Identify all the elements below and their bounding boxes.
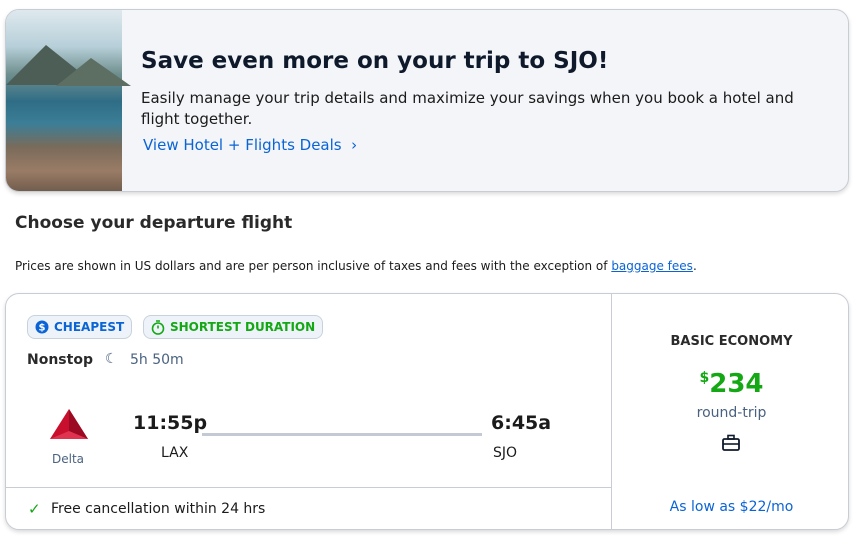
free-cancellation: Free cancellation within 24 hrs xyxy=(51,501,266,517)
departure-time: 11:55p xyxy=(133,412,208,434)
shortest-duration-label: SHORTEST DURATION xyxy=(170,320,316,334)
view-deals-label[interactable]: View Hotel + Flights Deals xyxy=(143,136,342,154)
promo-title: Save even more on your trip to SJO! xyxy=(141,48,609,74)
dollar-badge-icon: $ xyxy=(35,320,49,334)
monthly-financing-link[interactable]: As low as $22/mo xyxy=(669,499,794,515)
baggage-fees-link[interactable]: baggage fees xyxy=(611,259,693,273)
currency: $ xyxy=(699,370,710,386)
checkmark-icon: ✓ xyxy=(28,500,41,518)
price: $234 xyxy=(613,369,848,399)
section-title: Choose your departure flight xyxy=(15,213,293,233)
promo-photo xyxy=(6,10,131,191)
fare-class: BASIC ECONOMY xyxy=(670,334,793,349)
delta-logo xyxy=(50,409,88,439)
cheapest-label: CHEAPEST xyxy=(54,320,125,334)
trip-type: round-trip xyxy=(696,405,767,421)
price-note: Prices are shown in US dollars and are p… xyxy=(15,259,697,273)
chevron-right-icon: › xyxy=(346,136,358,154)
shortest-duration-badge: SHORTEST DURATION xyxy=(143,315,324,339)
flight-details[interactable]: $ CHEAPEST SHORTEST DURATION Nonstop ☾ 5… xyxy=(6,294,612,529)
note-end: . xyxy=(692,259,697,273)
divider xyxy=(6,487,612,488)
stops: Nonstop xyxy=(27,352,93,368)
stopwatch-icon xyxy=(151,319,165,335)
origin-airport: LAX xyxy=(161,445,189,461)
note-text: Prices are shown in US dollars and are p… xyxy=(15,259,612,273)
arrival-time: 6:45a xyxy=(491,412,552,434)
flight-route-line xyxy=(202,433,482,436)
cheapest-badge: $ CHEAPEST xyxy=(27,315,133,339)
carry-on-bag-icon xyxy=(722,434,740,451)
airline-name: Delta xyxy=(52,452,85,466)
fare-option-basic-economy[interactable]: BASIC ECONOMY $234 round-trip As low as … xyxy=(613,294,848,529)
duration: 5h 50m xyxy=(130,352,184,368)
hotel-flight-promo-banner: Save even more on your trip to SJO! Easi… xyxy=(5,9,849,192)
price-value: 234 xyxy=(709,369,764,399)
destination-airport: SJO xyxy=(493,445,518,461)
svg-text:$: $ xyxy=(39,323,46,334)
view-deals-link[interactable]: View Hotel + Flights Deals › xyxy=(143,136,357,154)
promo-text: Easily manage your trip details and maxi… xyxy=(141,89,794,128)
flight-card[interactable]: $ CHEAPEST SHORTEST DURATION Nonstop ☾ 5… xyxy=(5,293,849,530)
moon-icon: ☾ xyxy=(105,351,118,367)
